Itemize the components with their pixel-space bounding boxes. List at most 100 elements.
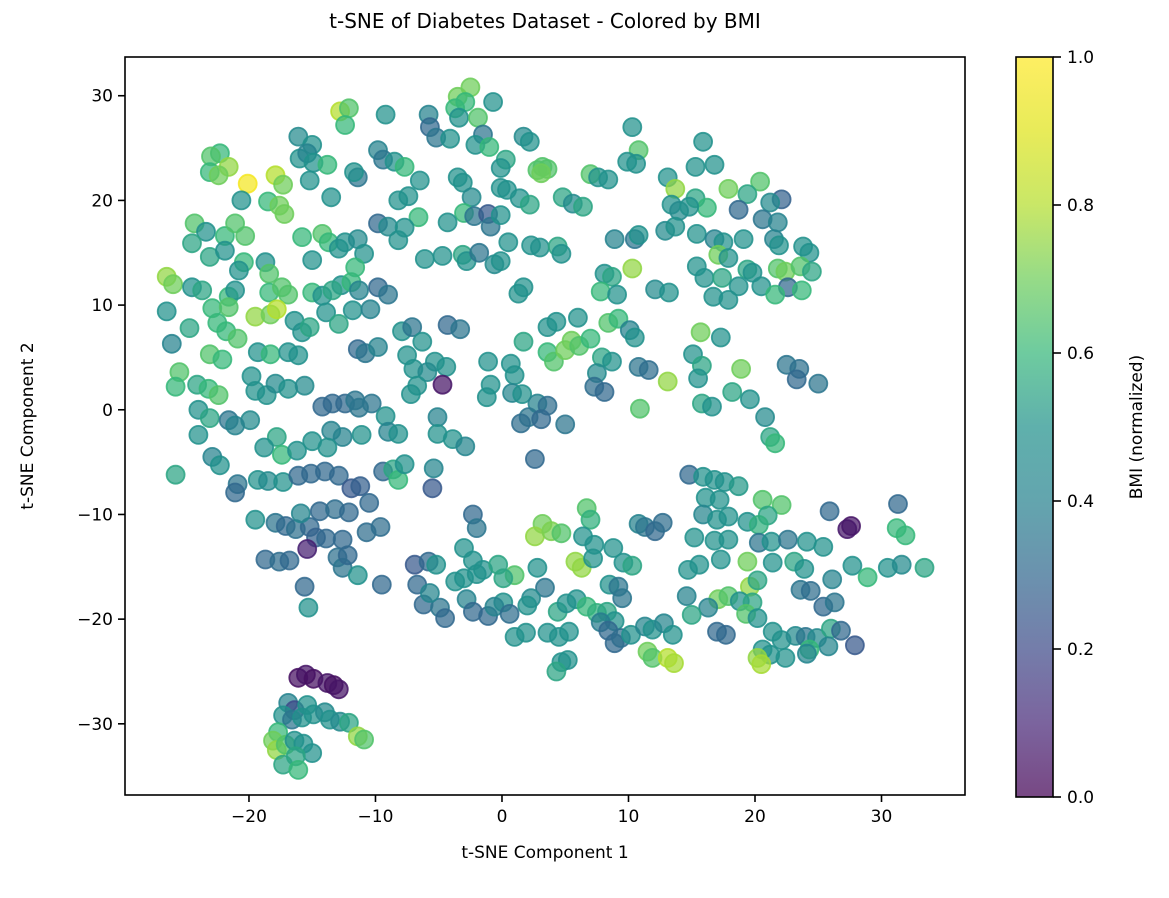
scatter-point	[254, 437, 275, 458]
scatter-point	[837, 519, 858, 539]
scatter-point	[245, 509, 266, 530]
scatter-point	[359, 492, 380, 513]
scatter-point	[775, 648, 796, 668]
scatter-point	[831, 620, 851, 641]
scatter-point	[513, 331, 534, 352]
scatter-point	[490, 251, 511, 272]
scatter-point	[797, 531, 817, 552]
scatter-point	[747, 608, 768, 628]
y-tick-label: −20	[77, 610, 113, 630]
scatter-point	[525, 449, 545, 469]
scatter-point	[338, 98, 359, 119]
scatter-point	[360, 299, 381, 320]
scatter-point	[342, 300, 363, 321]
scatter-point	[652, 512, 673, 533]
scatter-point	[337, 545, 358, 566]
scatter-point	[165, 464, 186, 485]
scatter-point	[498, 232, 519, 253]
scatter-point	[450, 319, 471, 340]
scatter-point	[525, 526, 545, 547]
scatter-point	[182, 233, 202, 254]
scatter-point	[161, 333, 182, 354]
scatter-point	[208, 165, 229, 186]
scatter-point	[440, 128, 461, 149]
scatter-point	[664, 653, 684, 673]
colorbar-label: BMI (normalized)	[1127, 354, 1147, 500]
scatter-point	[742, 262, 763, 283]
scatter-point	[227, 328, 248, 349]
scatter-point	[394, 217, 415, 238]
scatter-point	[188, 424, 209, 445]
scatter-point	[317, 154, 338, 175]
scatter-point	[378, 284, 399, 305]
scatter-point	[697, 197, 717, 218]
scatter-point	[750, 171, 770, 192]
scatter-point	[419, 583, 440, 603]
scatter-point	[716, 624, 736, 645]
scatter-point	[455, 436, 476, 457]
scatter-point	[527, 557, 548, 578]
x-tick-label: 10	[618, 807, 640, 827]
scatter-point	[657, 371, 678, 392]
scatter-point	[794, 559, 815, 579]
scatter-point	[156, 301, 177, 322]
scatter-point	[199, 408, 220, 429]
scatter-point	[747, 570, 768, 591]
scatter-point	[266, 427, 287, 447]
scatter-point	[294, 576, 315, 597]
scatter-point	[531, 163, 552, 184]
scatter-point	[662, 624, 683, 645]
axes-spines	[124, 56, 966, 796]
y-tick-label: −10	[77, 505, 113, 525]
scatter-point	[512, 384, 533, 405]
scatter-point	[659, 282, 679, 303]
scatter-point	[417, 362, 438, 383]
scatter-point	[192, 280, 213, 301]
scatter-point	[466, 564, 487, 584]
scatter-point	[769, 235, 789, 256]
scatter-point	[685, 156, 706, 177]
scatter-point	[302, 250, 323, 271]
scatter-point	[676, 586, 697, 606]
y-tick-label: −30	[77, 715, 113, 735]
scatter-point	[361, 393, 382, 414]
scatter-point	[573, 196, 593, 217]
scatter-point	[728, 276, 749, 297]
scatter-point	[461, 187, 482, 208]
scatter-point	[435, 608, 456, 628]
scatter-point	[693, 131, 713, 152]
scatter-point	[914, 557, 935, 578]
colorbar-tick-label: 0.8	[1067, 196, 1094, 216]
scatter-point	[273, 174, 294, 195]
scatter-point	[478, 351, 499, 372]
scatter-point	[208, 385, 229, 406]
scatter-point	[237, 173, 258, 194]
scatter-point	[531, 409, 552, 430]
scatter-point	[298, 597, 319, 618]
scatter-point	[704, 154, 725, 175]
scatter-point	[737, 551, 758, 572]
scatter-point	[740, 389, 760, 410]
scatter-point	[317, 437, 338, 458]
scatter-point	[891, 554, 912, 575]
scatter-point	[347, 565, 368, 586]
x-tick-label: −20	[231, 807, 267, 827]
scatter-point	[728, 199, 749, 220]
scatter-point	[235, 226, 256, 246]
colorbar-gradient	[1016, 57, 1053, 797]
scatter-point	[427, 407, 448, 428]
scatter-point	[225, 415, 246, 436]
scatter-point	[328, 465, 349, 486]
scatter-point	[799, 242, 820, 263]
scatter-point	[546, 661, 567, 682]
y-tick-label: 30	[91, 87, 113, 107]
scatter-point	[535, 577, 555, 598]
scatter-point	[681, 605, 702, 625]
scatter-point	[370, 517, 391, 537]
scatter-point	[791, 280, 812, 301]
scatter-point	[822, 569, 843, 590]
scatter-point	[568, 307, 588, 328]
scatter-point	[292, 227, 313, 248]
scatter-point	[748, 515, 769, 535]
scatter-point	[710, 327, 731, 348]
